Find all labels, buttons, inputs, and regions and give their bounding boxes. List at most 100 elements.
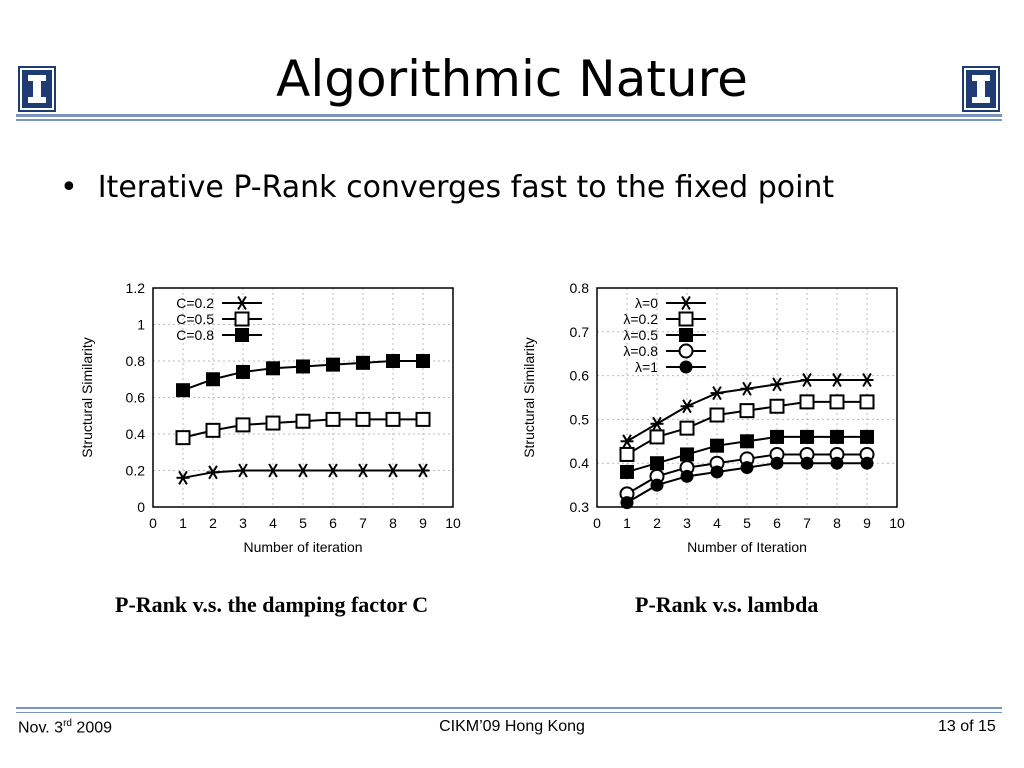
x-tick-label: 8	[833, 515, 841, 531]
bullet-text: Iterative P-Rank converges fast to the f…	[97, 170, 835, 205]
data-point	[206, 465, 220, 480]
legend-label: λ=0.2	[623, 311, 658, 327]
slide-title: Algorithmic Nature	[276, 50, 748, 108]
data-point	[769, 398, 785, 414]
data-point	[415, 411, 431, 427]
data-point	[620, 464, 634, 479]
bullet-dot-icon: •	[60, 170, 78, 205]
data-point	[416, 354, 430, 368]
data-point	[859, 394, 875, 410]
x-tick-label: 3	[683, 515, 691, 531]
footer-rule	[16, 707, 1002, 709]
data-point	[650, 478, 664, 492]
x-tick-label: 7	[359, 515, 367, 531]
data-point	[326, 357, 340, 372]
data-point	[680, 399, 694, 414]
data-point	[235, 417, 251, 433]
footer-venue: CIKM’09 Hong Kong	[439, 718, 585, 735]
x-tick-label: 7	[803, 515, 811, 531]
illinois-logo-right-icon	[962, 66, 1000, 112]
data-point	[355, 411, 371, 427]
footer-page-of: of	[955, 718, 979, 735]
y-tick-label: 0.4	[126, 426, 146, 442]
x-tick-label: 2	[653, 515, 661, 531]
x-tick-label: 8	[389, 515, 397, 531]
data-point	[356, 355, 370, 370]
x-axis-label: Number of iteration	[243, 539, 362, 555]
data-point	[710, 386, 724, 401]
y-tick-label: 1	[137, 317, 145, 333]
legend-label: C=0.8	[176, 327, 214, 343]
caption-damping-factor: P-Rank v.s. the damping factor C	[115, 592, 429, 617]
y-tick-label: 0.2	[126, 463, 146, 479]
data-point	[649, 429, 665, 445]
caption-lambda: P-Rank v.s. lambda	[635, 592, 819, 617]
data-point	[620, 434, 634, 449]
data-point	[740, 461, 754, 475]
x-tick-label: 4	[713, 515, 721, 531]
data-point	[620, 496, 634, 510]
legend-label: λ=1	[635, 359, 658, 375]
data-point	[176, 383, 190, 398]
data-point	[680, 469, 694, 483]
data-point	[266, 361, 280, 376]
data-point	[709, 407, 725, 423]
legend-marker	[235, 295, 249, 311]
x-tick-label: 10	[445, 515, 461, 531]
y-tick-label: 0.7	[570, 324, 590, 340]
data-point	[266, 463, 280, 478]
data-point	[830, 429, 844, 444]
x-tick-label: 1	[623, 515, 631, 531]
data-point	[770, 429, 784, 444]
y-tick-label: 1.2	[126, 280, 146, 296]
legend-marker	[679, 360, 693, 374]
x-tick-label: 5	[299, 515, 307, 531]
x-tick-label: 0	[593, 515, 601, 531]
data-point	[236, 364, 250, 379]
data-point	[800, 372, 814, 387]
legend-marker	[679, 328, 693, 342]
footer-date-suffix: rd	[63, 718, 72, 729]
legend-marker	[678, 311, 694, 327]
y-tick-label: 0.4	[570, 455, 590, 471]
data-point	[386, 463, 400, 478]
data-point	[175, 430, 191, 446]
data-point	[650, 456, 664, 471]
x-tick-label: 9	[419, 515, 427, 531]
x-tick-label: 4	[269, 515, 277, 531]
y-tick-label: 0	[137, 499, 145, 515]
legend-label: C=0.5	[176, 311, 214, 327]
data-point	[829, 394, 845, 410]
footer-rule-thin	[16, 712, 1002, 713]
data-point	[650, 416, 664, 431]
legend-marker	[678, 343, 694, 359]
data-point	[740, 381, 754, 396]
data-point	[295, 413, 311, 429]
data-point	[296, 359, 310, 374]
data-point	[860, 372, 874, 387]
y-tick-label: 0.5	[570, 411, 590, 427]
legend-label: C=0.2	[176, 295, 214, 311]
x-tick-label: 6	[773, 515, 781, 531]
legend-label: λ=0.8	[623, 343, 658, 359]
footer-date-day: Nov. 3	[18, 719, 64, 737]
data-point	[830, 372, 844, 387]
x-tick-label: 2	[209, 515, 217, 531]
footer-page-total: 15	[978, 718, 996, 735]
bullet-point: • Iterative P-Rank converges fast to the …	[60, 170, 834, 205]
data-point	[205, 422, 221, 438]
chart-damping-factor: 0 0.2 0.4 0.6 0.8 1 1.2 0 1 2 3 4 5 6 7 8 9 10 Number of i…	[79, 280, 461, 555]
illinois-logo-left-icon	[18, 66, 56, 112]
data-point	[416, 463, 430, 478]
x-axis-label: Number of Iteration	[687, 539, 807, 555]
y-axis-label: Structural Similarity	[79, 337, 95, 458]
header-rule	[16, 114, 1002, 117]
x-tick-label: 3	[239, 515, 247, 531]
y-tick-label: 0.6	[126, 390, 146, 406]
data-point	[800, 429, 814, 444]
y-tick-label: 0.8	[570, 280, 590, 296]
data-point	[356, 463, 370, 478]
data-point	[206, 372, 220, 387]
y-tick-label: 0.6	[570, 368, 590, 384]
data-point	[770, 377, 784, 392]
